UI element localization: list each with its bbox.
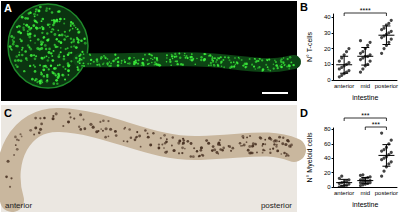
svg-text:D: D — [300, 107, 308, 119]
svg-text:20: 20 — [324, 170, 331, 176]
svg-text:intestine: intestine — [352, 201, 378, 208]
svg-text:anterior: anterior — [5, 201, 32, 210]
svg-text:anterior: anterior — [334, 83, 354, 89]
svg-text:B: B — [300, 1, 308, 13]
svg-text:intestine: intestine — [352, 94, 378, 101]
svg-text:N° Myeloid cells: N° Myeloid cells — [306, 132, 314, 182]
svg-text:A: A — [4, 2, 12, 14]
svg-text:40: 40 — [324, 155, 331, 161]
svg-text:***: *** — [372, 121, 380, 128]
svg-text:N° T-cells: N° T-cells — [306, 32, 313, 62]
svg-text:0: 0 — [327, 77, 331, 83]
svg-text:anterior: anterior — [334, 190, 354, 196]
svg-text:posterior: posterior — [375, 190, 398, 196]
svg-text:mid: mid — [360, 83, 370, 89]
svg-text:mid: mid — [360, 190, 370, 196]
svg-text:posterior: posterior — [261, 201, 292, 210]
svg-text:60: 60 — [324, 141, 331, 147]
svg-text:80: 80 — [324, 126, 331, 132]
svg-text:posterior: posterior — [375, 83, 398, 89]
svg-text:20: 20 — [324, 46, 331, 52]
svg-text:40: 40 — [324, 14, 331, 20]
svg-text:10: 10 — [324, 61, 331, 67]
svg-text:C: C — [4, 107, 12, 119]
svg-text:30: 30 — [324, 30, 331, 36]
svg-text:***: *** — [361, 112, 369, 119]
svg-text:****: **** — [360, 7, 371, 14]
svg-text:0: 0 — [327, 184, 331, 190]
